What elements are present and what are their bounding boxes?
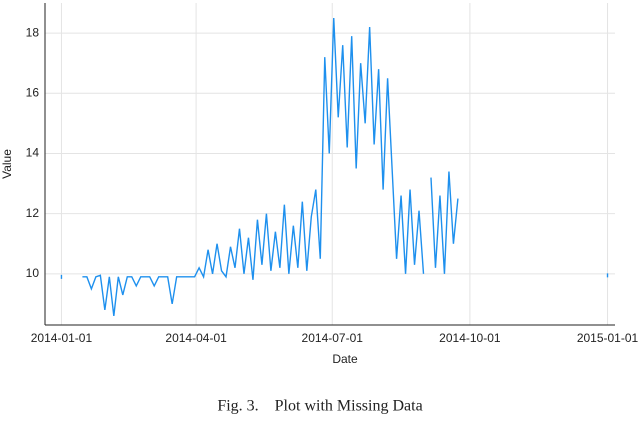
data-line xyxy=(60,18,609,317)
y-tick-label: 10 xyxy=(26,266,40,280)
x-tick-label: 2014-01-01 xyxy=(31,331,93,345)
y-tick-label: 16 xyxy=(26,85,40,99)
y-tick-label: 14 xyxy=(26,146,40,160)
y-tick-label: 12 xyxy=(26,206,40,220)
x-axis-label: Date xyxy=(332,352,358,366)
x-tick-label: 2014-07-01 xyxy=(302,331,364,345)
y-tick-label: 18 xyxy=(26,25,40,39)
x-tick-label: 2014-04-01 xyxy=(165,331,227,345)
x-tick-label: 2014-10-01 xyxy=(439,331,501,345)
caption: Fig. 3. Plot with Missing Data xyxy=(217,398,422,415)
y-axis-label: Value xyxy=(0,149,14,179)
x-tick-label: 2015-01-01 xyxy=(577,331,639,345)
